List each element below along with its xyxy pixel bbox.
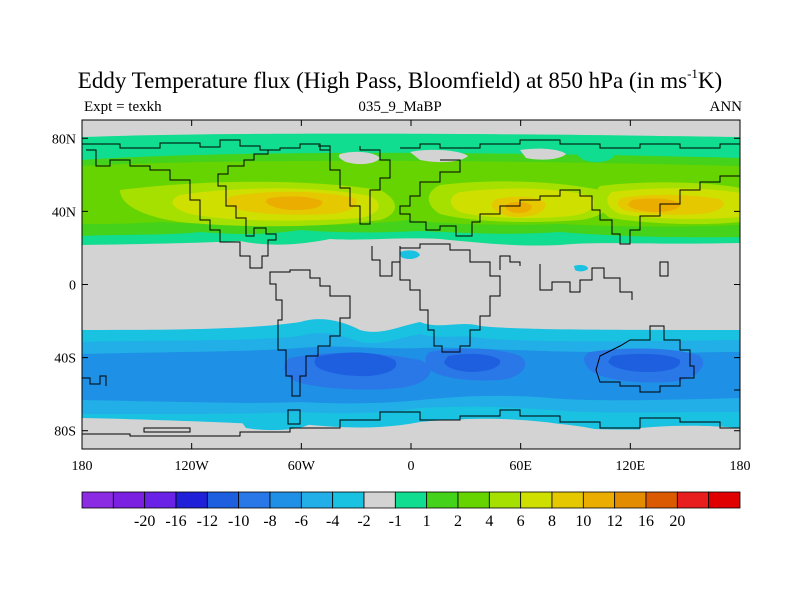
colorbar-swatch	[363, 491, 396, 509]
colorbar-swatch	[520, 491, 553, 509]
lon-label: 0	[408, 459, 415, 474]
colorbar-label: -4	[326, 513, 339, 530]
colorbar-label: -1	[389, 513, 402, 530]
colorbar-swatch	[551, 491, 584, 509]
colorbar-swatch	[614, 491, 647, 509]
colorbar-label: 16	[638, 513, 654, 530]
colorbar-swatch	[269, 491, 302, 509]
lat-label: 80N	[52, 132, 76, 147]
lon-label: 60E	[509, 459, 532, 474]
lon-axis: 180 120W 60W 0 60E 120E 180	[72, 120, 751, 474]
lat-label: 40N	[52, 205, 76, 220]
case-label: 035_9_MaBP	[358, 99, 442, 115]
colorbar: -20 -16 -12 -10 -8 -6 -4 -2 -1 1 2 4 6 8 10 12 16 20	[81, 491, 741, 530]
colorbar-swatch	[112, 491, 146, 509]
experiment-label: Expt = texkh	[84, 99, 162, 115]
colorbar-label: -16	[165, 513, 186, 530]
colorbar-swatch	[457, 491, 490, 509]
colorbar-label: 1	[423, 513, 431, 530]
colorbar-label: -20	[134, 513, 155, 530]
colorbar-swatch	[238, 491, 271, 509]
colorbar-swatch	[300, 491, 334, 509]
colorbar-label: -6	[295, 513, 308, 530]
coastlines	[82, 139, 740, 437]
colorbar-swatch	[426, 491, 459, 509]
colorbar-label: -2	[357, 513, 370, 530]
colorbar-swatch	[81, 491, 114, 509]
colorbar-swatch	[206, 491, 240, 509]
lon-label: 180	[72, 459, 93, 474]
tropical-patch	[400, 250, 420, 260]
tropical-patch	[574, 265, 588, 272]
flux-field	[82, 120, 740, 449]
colorbar-swatch	[175, 491, 208, 509]
lat-label: 0	[69, 279, 76, 294]
colorbar-label: 10	[575, 513, 591, 530]
lon-label: 120W	[175, 459, 210, 474]
colorbar-label: 4	[485, 513, 493, 530]
colorbar-swatch	[394, 491, 428, 509]
season-label: ANN	[709, 99, 743, 115]
chart-title: Eddy Temperature flux (High Pass, Bloomf…	[77, 66, 723, 93]
colorbar-label: 8	[548, 513, 556, 530]
lat-label: 80S	[54, 425, 76, 440]
colorbar-label: 6	[517, 513, 525, 530]
colorbar-label: 2	[454, 513, 462, 530]
lon-label: 60W	[288, 459, 316, 474]
lat-label: 40S	[54, 352, 76, 367]
lon-label: 180	[730, 459, 751, 474]
colorbar-swatch	[332, 491, 365, 509]
colorbar-label: -12	[197, 513, 218, 530]
north-flux-band	[82, 133, 740, 246]
south-flux-band	[82, 319, 740, 449]
colorbar-label: 20	[669, 513, 685, 530]
colorbar-swatch	[488, 491, 522, 509]
colorbar-swatch	[708, 491, 741, 509]
colorbar-swatch	[144, 491, 177, 509]
colorbar-swatch	[582, 491, 616, 509]
colorbar-swatch	[676, 491, 710, 509]
colorbar-swatch	[645, 491, 678, 509]
colorbar-label: 12	[607, 513, 623, 530]
lat-axis: 80N 40N 0 40S 80S	[52, 132, 740, 440]
lon-label: 120E	[616, 459, 646, 474]
colorbar-label: -10	[228, 513, 249, 530]
colorbar-label: -8	[263, 513, 276, 530]
